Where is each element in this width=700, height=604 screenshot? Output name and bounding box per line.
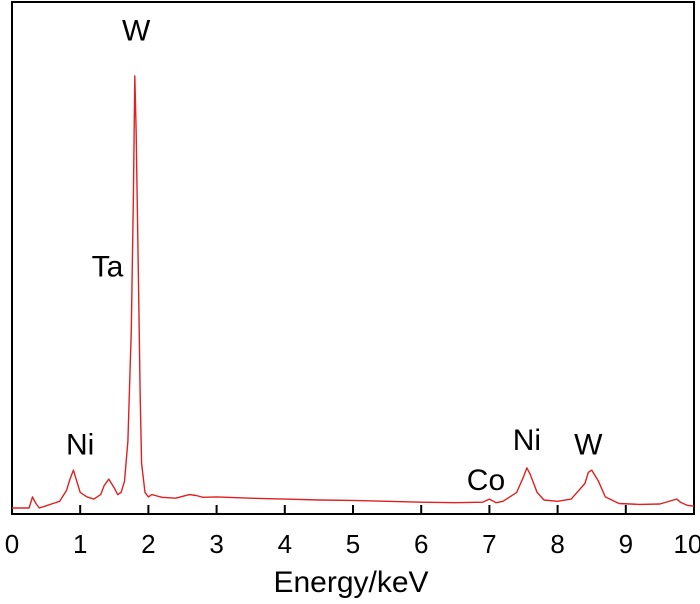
peak-label: Ni <box>66 429 94 462</box>
x-tick-label: 7 <box>482 529 496 559</box>
peak-label: Ni <box>513 424 541 457</box>
spectrum-line <box>12 75 695 509</box>
x-tick-label: 1 <box>73 529 87 559</box>
x-tick-label: 8 <box>550 529 564 559</box>
x-tick-label: 2 <box>141 529 155 559</box>
x-axis-label: Energy/keV <box>273 566 428 599</box>
x-tick-label: 5 <box>346 529 360 559</box>
x-tick-label: 9 <box>619 529 633 559</box>
peak-label: W <box>574 429 603 462</box>
peak-label: W <box>122 14 151 47</box>
x-tick-label: 0 <box>5 529 19 559</box>
x-tick-label: 4 <box>278 529 292 559</box>
peak-label: Co <box>467 464 505 497</box>
x-tick-label: 3 <box>209 529 223 559</box>
x-tick-label: 6 <box>414 529 428 559</box>
peak-label: Ta <box>92 250 124 283</box>
x-axis: 0 1 2 3 4 5 6 7 8 9 10 <box>5 505 700 559</box>
x-tick-label: 10 <box>674 529 700 559</box>
